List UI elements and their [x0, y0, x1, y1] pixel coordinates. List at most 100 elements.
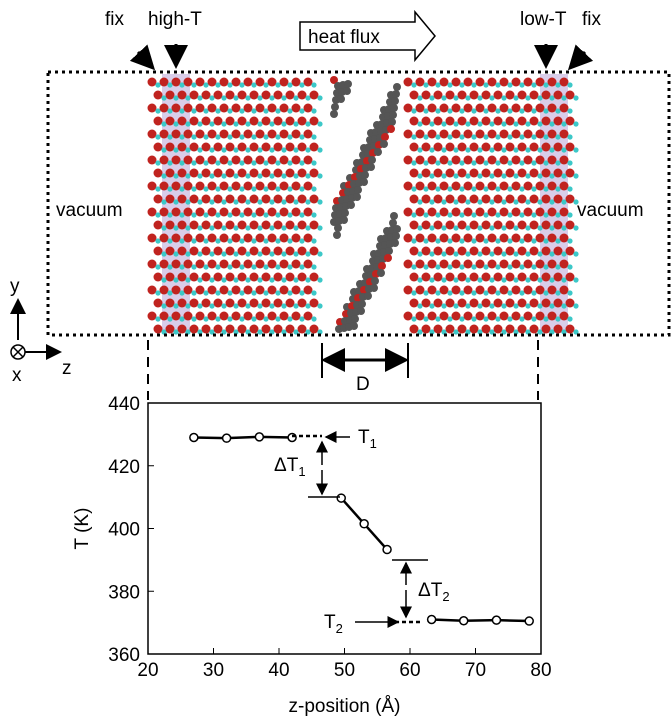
atom: [434, 91, 443, 100]
atom: [190, 195, 199, 204]
atom: [482, 273, 491, 282]
atom: [178, 299, 187, 308]
atom: [226, 247, 235, 256]
atom: [311, 290, 316, 295]
atom: [244, 182, 253, 191]
atom: [476, 208, 485, 217]
atom: [476, 260, 485, 269]
atom: [416, 312, 425, 321]
label: x: [12, 365, 22, 386]
label: D: [356, 374, 370, 395]
atom: [554, 299, 563, 308]
atom: [250, 91, 259, 100]
atom: [476, 130, 485, 139]
atom: [512, 286, 521, 295]
atom: [434, 195, 443, 204]
atom: [292, 104, 301, 113]
atom: [238, 299, 247, 308]
atom: [378, 262, 386, 270]
atom: [292, 208, 301, 217]
atom: [428, 286, 437, 295]
atom: [358, 300, 366, 308]
atom: [226, 325, 235, 334]
atom: [440, 182, 449, 191]
atom: [268, 182, 277, 191]
atom: [446, 117, 455, 126]
atom: [470, 143, 479, 152]
atom: [422, 221, 431, 230]
atom: [554, 117, 563, 126]
atom: [452, 208, 461, 217]
atom: [280, 130, 289, 139]
atom: [573, 95, 578, 100]
atom: [410, 247, 419, 256]
atom: [226, 299, 235, 308]
atom: [506, 169, 515, 178]
atom: [422, 117, 431, 126]
atom: [416, 208, 425, 217]
atom: [361, 171, 369, 179]
atom: [476, 78, 485, 87]
atom: [214, 299, 223, 308]
atom: [268, 208, 277, 217]
atom: [404, 78, 413, 87]
atom: [190, 325, 199, 334]
atom: [548, 182, 557, 191]
atom: [286, 143, 295, 152]
atom: [184, 286, 193, 295]
atom: [317, 277, 322, 282]
atom: [274, 273, 283, 282]
atom: [494, 299, 503, 308]
atom: [238, 325, 247, 334]
point: [223, 434, 231, 442]
atom: [178, 325, 187, 334]
point: [383, 546, 391, 554]
atom: [506, 143, 515, 152]
atom: [220, 156, 229, 165]
point: [288, 434, 296, 442]
atom: [524, 260, 533, 269]
atom: [500, 208, 509, 217]
atom: [554, 325, 563, 334]
atom: [428, 156, 437, 165]
atom: [385, 247, 393, 255]
atom: [202, 91, 211, 100]
atom: [232, 234, 241, 243]
atom: [292, 260, 301, 269]
atom: [530, 117, 539, 126]
atom: [220, 182, 229, 191]
atom: [298, 247, 307, 256]
atom: [542, 247, 551, 256]
atom: [464, 182, 473, 191]
label: low-T: [520, 9, 567, 30]
atom: [573, 251, 578, 256]
atom: [172, 208, 181, 217]
atom: [220, 104, 229, 113]
atom: [214, 247, 223, 256]
atom: [286, 169, 295, 178]
atom: [390, 104, 398, 112]
atom: [560, 312, 569, 321]
atom: [458, 195, 467, 204]
atom: [566, 117, 575, 126]
atom: [232, 312, 241, 321]
atom: [560, 286, 569, 295]
atom: [351, 315, 359, 323]
atom: [374, 148, 382, 156]
atom: [560, 260, 569, 269]
atom: [446, 325, 455, 334]
atom: [178, 221, 187, 230]
atom: [357, 307, 365, 315]
atom: [311, 186, 316, 191]
atom: [178, 169, 187, 178]
atom: [488, 234, 497, 243]
atom: [232, 182, 241, 191]
atom: [488, 182, 497, 191]
atom: [202, 247, 211, 256]
atom: [512, 260, 521, 269]
atom: [226, 273, 235, 282]
atom: [542, 91, 551, 100]
atom: [410, 169, 419, 178]
atom: [512, 182, 521, 191]
atom: [548, 286, 557, 295]
